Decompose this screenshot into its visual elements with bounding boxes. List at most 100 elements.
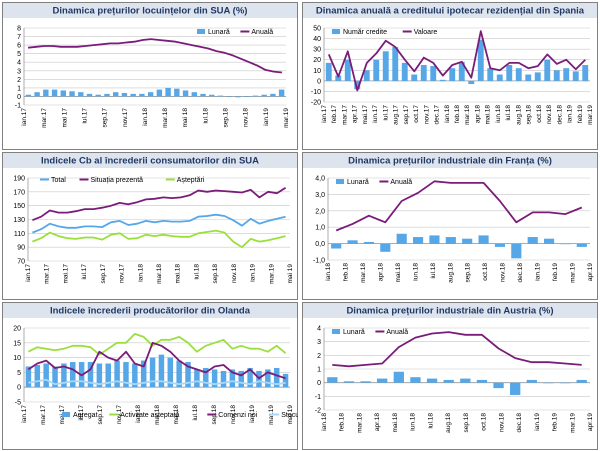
bar [515, 68, 522, 81]
y-tick-label: 20 [313, 57, 321, 64]
line-series [28, 38, 282, 74]
y-tick-label: 2,0 [315, 208, 325, 215]
chart-title: Dinamica prețurilor industriale din Aust… [346, 306, 553, 317]
bar [200, 93, 206, 97]
y-tick-label: 170 [13, 189, 25, 196]
y-tick-label: -10 [311, 89, 321, 96]
bar [544, 59, 551, 81]
y-tick-label: 5 [17, 51, 21, 58]
x-tick-label: iun.18 [410, 413, 417, 431]
title-band [3, 3, 297, 18]
line-series [332, 331, 582, 368]
bar [217, 95, 224, 97]
bar [412, 237, 424, 244]
x-tick-label: feb.19 [552, 263, 559, 281]
bar [226, 96, 232, 98]
y-tick-label: 1,0 [315, 225, 325, 232]
x-tick-label: ian.18 [325, 263, 332, 281]
bar [149, 357, 156, 388]
y-tick-label: 1 [17, 85, 21, 92]
legend-label: Lunară [347, 179, 369, 186]
chart-panel-france-industrial-prices: Dinamica prețurilor industriale din Fran… [302, 152, 598, 300]
x-tick-label: mar.18 [154, 405, 161, 425]
bar [382, 51, 389, 81]
bar [139, 93, 145, 97]
x-tick-label: iul.17 [382, 105, 389, 121]
x-tick-label: ian.18 [135, 405, 142, 423]
x-tick-label: feb.19 [552, 413, 559, 431]
y-tick-label: 90 [17, 245, 25, 252]
y-tick-label: -1 [315, 394, 321, 401]
bar [393, 371, 404, 383]
bar [331, 243, 342, 249]
bar [559, 382, 571, 384]
bar [235, 96, 241, 98]
x-tick-label: ian.19 [534, 413, 541, 431]
bar [211, 369, 218, 388]
bar [411, 74, 418, 81]
x-tick-label: sep.18 [212, 264, 219, 284]
x-tick-label: ian.19 [250, 264, 257, 282]
x-tick-label-fine: feb.19 [577, 105, 584, 123]
y-tick-label: 6 [17, 43, 21, 50]
y-tick-label: 0 [17, 385, 21, 392]
x-tick-label: sep.17 [102, 108, 109, 128]
x-tick-label: mai 17 [61, 108, 68, 128]
x-tick-label: ian.19 [249, 405, 256, 423]
bar [510, 382, 521, 395]
bar [572, 71, 579, 81]
bar [174, 88, 180, 97]
bar [132, 363, 138, 388]
bar [273, 367, 280, 388]
chart-austria-industrial-prices: Dinamica prețurilor industriale din Aust… [302, 302, 598, 450]
bar [61, 363, 67, 388]
chart-title: Indicele încrederii producătorilor din O… [50, 306, 251, 317]
x-tick-label: nov.18 [498, 413, 505, 432]
chart-france-industrial-prices: Dinamica prețurilor industriale din Fran… [302, 152, 598, 300]
bar [396, 233, 407, 244]
x-tick-label: feb.18 [339, 413, 346, 431]
bar [460, 378, 471, 383]
y-tick-label: 0 [317, 78, 321, 85]
bar [576, 243, 587, 247]
y-tick-label: -1 [15, 103, 21, 110]
x-tick-label: mar.18 [162, 108, 169, 128]
y-tick-label: 5 [17, 370, 21, 377]
x-tick-label: oct.18 [482, 263, 489, 281]
bar [25, 366, 32, 388]
bar [487, 68, 494, 81]
y-tick-label: 110 [14, 231, 25, 238]
bar [543, 238, 555, 244]
bar [167, 357, 174, 388]
x-tick-label: mai.18 [485, 105, 492, 125]
y-tick-label: 20 [13, 326, 21, 333]
legend-label: Agregat [73, 412, 98, 419]
x-tick-label: mar.18 [156, 264, 163, 284]
y-tick-label: 0 [317, 380, 321, 387]
x-tick-label: nov.17 [122, 108, 129, 127]
chart-panel-us-home-prices: Dinamica prețurilor locuințelor din SUA … [2, 2, 298, 150]
bar [511, 243, 522, 259]
bar [191, 92, 198, 97]
y-tick-label: 3 [317, 339, 321, 346]
x-tick-label: mai 19 [287, 264, 294, 284]
bar [87, 362, 94, 388]
x-tick-label: sep.17 [403, 105, 410, 125]
chart-title: Indicele Cb al încrederii consumatorilor… [41, 156, 259, 167]
bar [70, 362, 76, 388]
bar [270, 93, 276, 97]
x-tick-label: sep.18 [526, 105, 533, 125]
legend-label: Lunară [343, 329, 365, 336]
title-band [3, 303, 297, 318]
bar [526, 379, 537, 383]
legend-swatch [62, 412, 70, 417]
x-tick-label-fine: aug.17 [393, 105, 400, 125]
x-tick-label: mar.19 [268, 264, 275, 284]
legend-label: Comenzi noi [218, 412, 257, 419]
x-tick-label: ian.19 [263, 108, 270, 126]
bar [392, 47, 399, 81]
chart-title: Dinamica prețurilor industriale din Fran… [348, 156, 552, 167]
line-series-2 [27, 341, 286, 380]
x-tick-label: mai.18 [392, 413, 399, 433]
bar [426, 378, 438, 383]
